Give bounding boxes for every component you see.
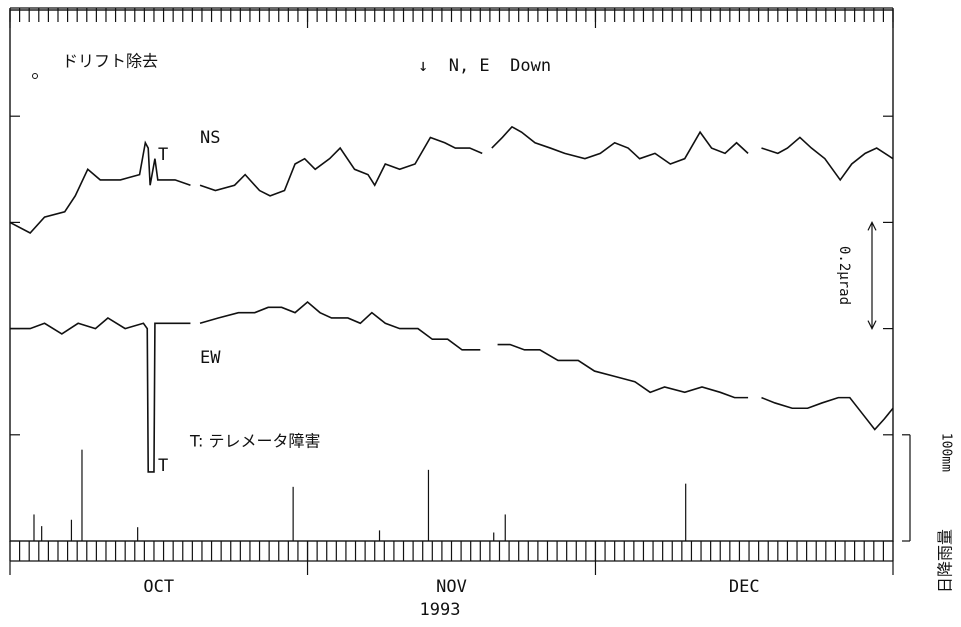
series-line xyxy=(199,300,481,351)
annotation: ↓ N, E Down xyxy=(418,56,551,76)
annotation: T: テレメータ障害 xyxy=(189,432,321,451)
annotation: T xyxy=(158,456,168,476)
x-tick-label: NOV xyxy=(436,577,467,597)
series-line xyxy=(491,125,749,165)
series-line xyxy=(761,136,894,182)
year-label: 1993 xyxy=(420,600,461,620)
series-label: EW xyxy=(200,348,221,368)
series-line xyxy=(9,140,191,235)
series-label: NS xyxy=(200,128,220,148)
annotation: ドリフト除去 xyxy=(62,52,158,71)
x-tick-label: OCT xyxy=(143,577,174,597)
series-line xyxy=(10,316,191,473)
annotation: T xyxy=(158,145,168,165)
series-line xyxy=(761,396,894,431)
scale-arrow xyxy=(867,221,877,330)
y2-tick-label: 100mm xyxy=(939,433,954,472)
x-tick-label: DEC xyxy=(729,577,760,597)
y2-axis-title: 日降雨量 xyxy=(936,529,955,593)
plot-frame xyxy=(9,9,894,542)
marker-dot xyxy=(32,73,38,79)
series-line xyxy=(199,136,483,197)
scale-label: 0.2μrad xyxy=(836,246,852,305)
series-line xyxy=(497,343,749,399)
